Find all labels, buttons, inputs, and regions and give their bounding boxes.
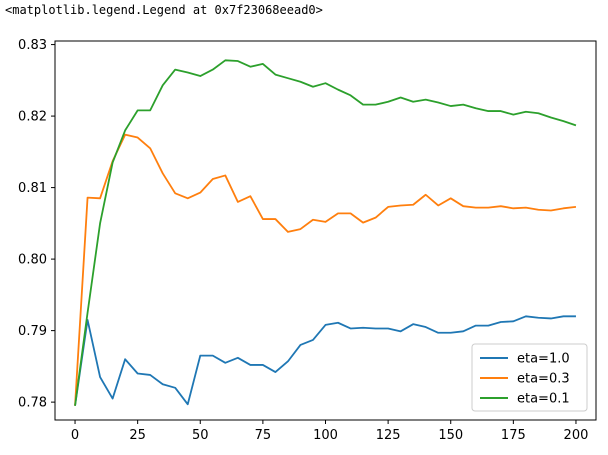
legend-label-1: eta=0.3	[517, 372, 570, 387]
series-line-1	[74, 133, 577, 406]
x-tick-label: 75	[255, 428, 272, 443]
x-tick-label: 200	[564, 428, 589, 443]
x-tick-label: 175	[501, 428, 526, 443]
y-tick-label: 0.81	[18, 181, 47, 196]
legend-label-0: eta=1.0	[517, 352, 570, 367]
legend: eta=1.0 eta=0.3 eta=0.1	[471, 343, 588, 412]
x-tick-label: 25	[129, 428, 146, 443]
cell-output-text: <matplotlib.legend.Legend at 0x7f23068ee…	[5, 3, 323, 17]
x-tick-label: 100	[313, 428, 338, 443]
y-tick-label: 0.78	[18, 396, 47, 411]
y-tick-label: 0.79	[18, 324, 47, 339]
series-line-0	[74, 315, 576, 406]
x-tick-label: 150	[438, 428, 463, 443]
x-tick-label: 0	[71, 428, 79, 443]
y-tick-label: 0.83	[18, 38, 47, 53]
y-tick-label: 0.82	[18, 110, 47, 125]
legend-box	[471, 343, 588, 412]
y-tick-label: 0.80	[18, 253, 47, 268]
plot-lines	[74, 59, 577, 406]
x-tick-label: 125	[376, 428, 401, 443]
x-axis: 0 25 50 75 100 125 150 175 200	[71, 420, 588, 443]
series-line-2	[74, 59, 577, 406]
y-axis: 0.78 0.79 0.80 0.81 0.82 0.83	[18, 38, 55, 411]
x-tick-label: 50	[192, 428, 209, 443]
legend-label-2: eta=0.1	[517, 392, 570, 407]
